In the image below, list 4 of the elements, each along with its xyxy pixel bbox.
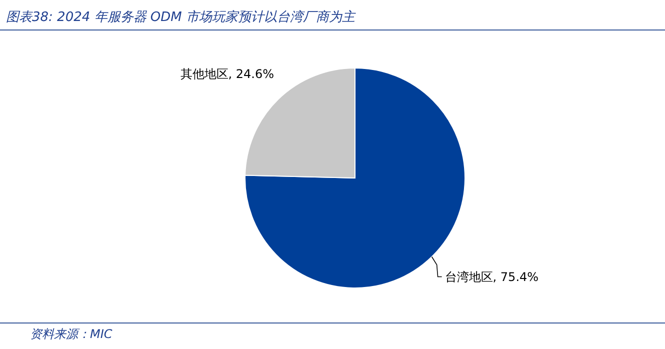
slice-label: 其他地区, 24.6% bbox=[180, 67, 274, 82]
slice-label: 台湾地区, 75.4% bbox=[444, 270, 539, 284]
text: 资料来源：MIC bbox=[30, 327, 113, 341]
chart-title: 图表38: 2024 年服务器 ODM 市场玩家预计以台湾厂商为主 bbox=[6, 9, 356, 25]
